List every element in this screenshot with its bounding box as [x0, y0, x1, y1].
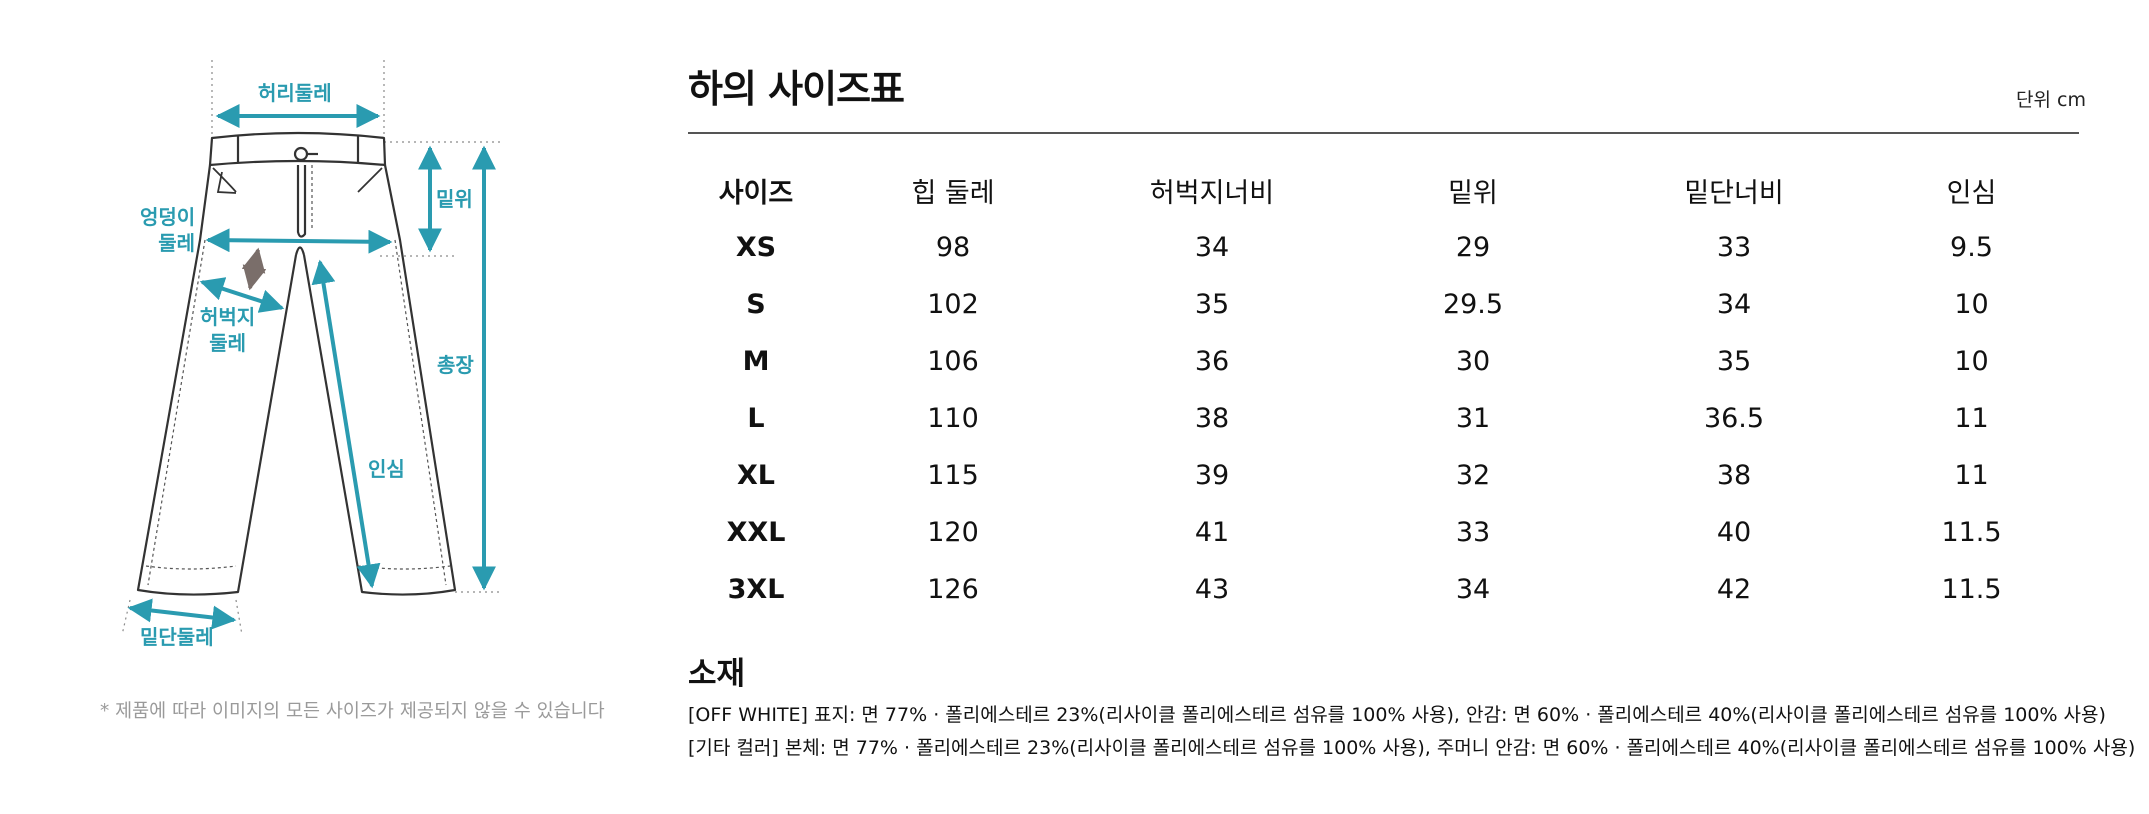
header-thigh: 허벅지너비	[1149, 178, 1275, 209]
cell-hem: 35	[1716, 346, 1752, 377]
material-line-off-white: [OFF WHITE] 표지: 면 77% · 폴리에스테르 23%(리사이클 …	[688, 704, 2106, 726]
cell-thigh: 43	[1194, 574, 1230, 605]
label-thigh: 허벅지 둘레	[200, 304, 255, 356]
label-inseam: 인심	[368, 457, 405, 481]
cell-rise: 31	[1455, 403, 1491, 434]
cell-hem: 38	[1716, 460, 1752, 491]
stitching	[145, 165, 451, 586]
header-hem: 밑단너비	[1684, 178, 1784, 209]
cell-thigh: 35	[1194, 289, 1230, 320]
label-hip: 엉덩이 둘레	[140, 204, 195, 256]
header-rise: 밑위	[1448, 178, 1498, 209]
pockets	[212, 167, 383, 194]
cell-hip: 102	[927, 289, 979, 320]
pants-outline	[136, 131, 457, 596]
cell-inseam: 11.5	[1941, 574, 2002, 605]
unit-label: 단위 cm	[2016, 89, 2086, 111]
cell-inseam: 9.5	[1950, 232, 1993, 263]
table-row: XS 98 34 29 33 9.5	[688, 219, 2079, 276]
cell-hem: 42	[1716, 574, 1752, 605]
label-length: 총장	[437, 353, 474, 377]
guide-lines	[121, 60, 500, 636]
header-divider	[688, 132, 2079, 134]
label-thigh-line1: 허벅지	[200, 305, 256, 329]
cell-size: S	[746, 289, 766, 320]
cell-inseam: 10	[1954, 289, 1989, 320]
cell-size: XL	[736, 460, 776, 491]
thigh-arrow	[199, 277, 285, 313]
hem-arrow	[127, 598, 237, 630]
cell-hem: 34	[1716, 289, 1752, 320]
cell-size: L	[747, 403, 765, 434]
cell-hip: 115	[927, 460, 979, 491]
inseam-arrow	[311, 259, 381, 589]
label-waist: 허리둘레	[258, 81, 332, 105]
label-hip-line1: 엉덩이	[140, 205, 196, 229]
label-hem: 밑단둘레	[140, 625, 214, 649]
page-title: 하의 사이즈표	[688, 67, 905, 111]
header-size: 사이즈	[718, 178, 794, 209]
cell-rise: 32	[1455, 460, 1491, 491]
hip-arrow	[205, 228, 393, 254]
cell-rise: 29	[1455, 232, 1491, 263]
material-line-other-colors: [기타 컬러] 본체: 면 77% · 폴리에스테르 23%(리사이클 폴리에스…	[688, 737, 2136, 759]
table-row: XXL 120 41 33 40 11.5	[688, 504, 2079, 561]
cell-rise: 30	[1455, 346, 1491, 377]
measurement-diagram: 허리둘레 엉덩이 둘레 밑위 허벅지 둘레 총장 인심 밑단둘레 * 제품에 따…	[0, 0, 660, 814]
cell-rise: 34	[1455, 574, 1491, 605]
cell-thigh: 36	[1194, 346, 1230, 377]
cell-inseam: 11.5	[1941, 517, 2002, 548]
cell-inseam: 11	[1954, 460, 1989, 491]
table-row: L 110 38 31 36.5 11	[688, 390, 2079, 447]
table-row: S 102 35 29.5 34 10	[688, 276, 2079, 333]
header-inseam: 인심	[1946, 178, 1997, 209]
cell-thigh: 39	[1194, 460, 1230, 491]
cell-size: XXL	[726, 517, 786, 548]
label-rise: 밑위	[436, 187, 473, 211]
label-hip-line2: 둘레	[158, 231, 195, 255]
size-table: 사이즈 힙 둘레 허벅지너비 밑위 밑단너비 인심 XS 98 34 29 33…	[688, 162, 2079, 618]
cell-rise: 29.5	[1442, 289, 1504, 320]
cell-thigh: 41	[1194, 517, 1230, 548]
cell-hip: 106	[927, 346, 979, 377]
cell-inseam: 10	[1954, 346, 1989, 377]
cell-thigh: 34	[1194, 232, 1230, 263]
table-header-row: 사이즈 힙 둘레 허벅지너비 밑위 밑단너비 인심	[688, 162, 2079, 219]
label-thigh-line2: 둘레	[209, 331, 246, 355]
cell-hem: 33	[1716, 232, 1752, 263]
pants-illustration	[121, 60, 500, 636]
cell-rise: 33	[1455, 517, 1491, 548]
table-row: XL 115 39 32 38 11	[688, 447, 2079, 504]
cell-inseam: 11	[1954, 403, 1989, 434]
cell-hip: 98	[935, 232, 971, 263]
diagram-note: * 제품에 따라 이미지의 모든 사이즈가 제공되지 않을 수 있습니다	[100, 701, 605, 722]
table-row: M 106 36 30 35 10	[688, 333, 2079, 390]
cell-hip: 110	[927, 403, 979, 434]
thigh-offset-arrow	[241, 247, 267, 291]
cell-size: XS	[735, 232, 777, 263]
cell-hem: 40	[1716, 517, 1752, 548]
cell-hip: 126	[927, 574, 979, 605]
cell-hem: 36.5	[1703, 403, 1765, 434]
cell-thigh: 38	[1194, 403, 1230, 434]
header-hip: 힙 둘레	[911, 178, 995, 209]
table-row: 3XL 126 43 34 42 11.5	[688, 561, 2079, 618]
cell-size: 3XL	[727, 574, 785, 605]
material-title: 소재	[688, 656, 746, 692]
cell-size: M	[742, 346, 770, 377]
cell-hip: 120	[927, 517, 979, 548]
